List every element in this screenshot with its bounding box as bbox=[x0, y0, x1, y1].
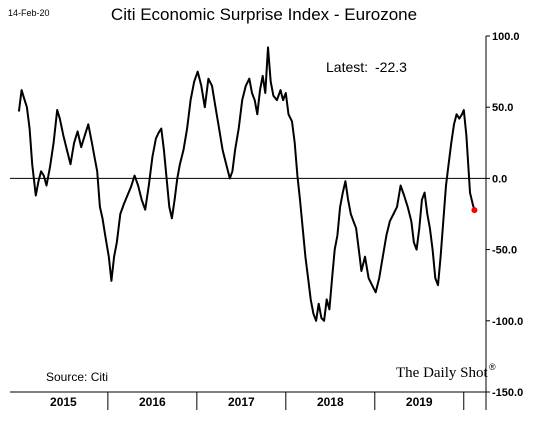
x-axis: 2015 2016 2017 2018 2019 bbox=[50, 392, 465, 410]
plot-frame bbox=[10, 36, 487, 410]
y-tick-label: 50.0 bbox=[492, 102, 513, 114]
y-tick-label: -50.0 bbox=[492, 245, 517, 257]
latest-value: -22.3 bbox=[375, 59, 407, 75]
x-tick-label: 2016 bbox=[139, 395, 166, 409]
y-tick-label: 100.0 bbox=[492, 31, 520, 43]
latest-point-marker bbox=[471, 207, 478, 214]
x-tick-label: 2018 bbox=[317, 395, 344, 409]
x-tick-label: 2019 bbox=[406, 395, 433, 409]
source-note: Source: Citi bbox=[46, 370, 108, 384]
y-tick-label: 0.0 bbox=[492, 173, 507, 185]
x-tick-label: 2017 bbox=[228, 395, 255, 409]
y-tick-label: -100.0 bbox=[492, 316, 523, 328]
x-tick-label: 2015 bbox=[50, 395, 77, 409]
latest-label: Latest: bbox=[326, 59, 368, 75]
brand-registered-mark: ® bbox=[489, 362, 496, 372]
y-axis-ticks: 100.0 50.0 0.0 -50.0 -100.0 -150.0 bbox=[486, 31, 523, 399]
brand-logo: The Daily Shot bbox=[396, 365, 488, 381]
chart-date: 14-Feb-20 bbox=[8, 8, 50, 18]
y-tick-label: -150.0 bbox=[492, 387, 523, 399]
series-line bbox=[17, 46, 476, 322]
chart-title: Citi Economic Surprise Index - Eurozone bbox=[111, 5, 417, 24]
